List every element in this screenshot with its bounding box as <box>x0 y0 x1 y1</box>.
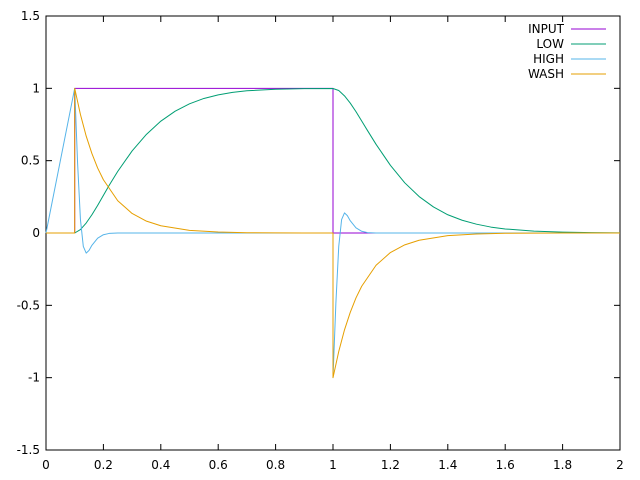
legend-label-low: LOW <box>536 37 564 51</box>
y-tick-label: 0 <box>32 226 40 240</box>
x-tick-label: 0.8 <box>266 458 285 472</box>
x-tick-label: 1.2 <box>381 458 400 472</box>
x-tick-label: 1.6 <box>496 458 515 472</box>
y-tick-label: -1 <box>28 371 40 385</box>
x-tick-label: 0.2 <box>94 458 113 472</box>
legend-label-high: HIGH <box>533 52 564 66</box>
y-tick-label: -0.5 <box>17 298 40 312</box>
y-tick-label: 1 <box>32 81 40 95</box>
x-tick-label: 0.4 <box>151 458 170 472</box>
legend-label-wash: WASH <box>528 67 564 81</box>
series-line-low <box>46 87 621 234</box>
legend-label-input: INPUT <box>528 22 565 36</box>
axis-ticks: 0 0.2 0.4 0.6 0.8 1 1.2 1.4 1.6 1.8 2 -1.5 -1 -0.5 0 0.… <box>17 9 624 472</box>
series-line-wash <box>46 87 620 379</box>
x-tick-label: 1.4 <box>438 458 457 472</box>
y-tick-label: 1.5 <box>21 9 40 23</box>
x-tick-label: 1.8 <box>553 458 572 472</box>
y-tick-label: -1.5 <box>17 443 40 457</box>
x-tick-label: 0.6 <box>209 458 228 472</box>
y-tick-label: 0.5 <box>21 154 40 168</box>
x-tick-label: 2 <box>616 458 624 472</box>
series-line-input <box>46 87 620 234</box>
x-tick-label: 1 <box>329 458 337 472</box>
x-tick-label: 0 <box>42 458 50 472</box>
series-lines <box>45 87 621 379</box>
